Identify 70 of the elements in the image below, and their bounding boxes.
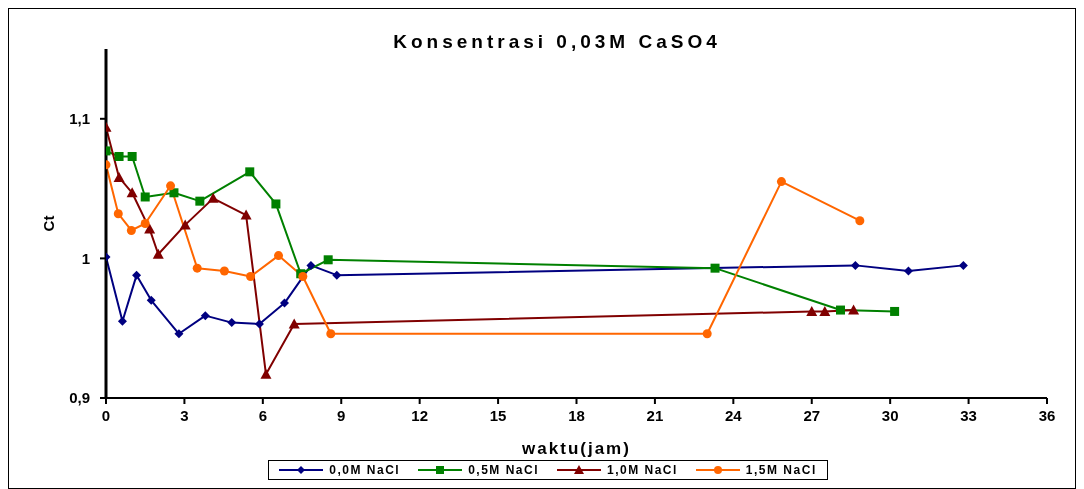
- point: [144, 223, 156, 234]
- y-tick-label: 0,9: [69, 389, 90, 407]
- point: [245, 167, 255, 177]
- point: [126, 225, 136, 235]
- point: [132, 270, 142, 280]
- point: [127, 151, 137, 161]
- point: [903, 266, 913, 276]
- x-tick-label: 21: [646, 406, 664, 424]
- point: [113, 209, 123, 219]
- x-tick-label: 3: [180, 406, 189, 424]
- point: [850, 260, 860, 270]
- point: [207, 192, 219, 203]
- x-tick-label: 9: [337, 406, 346, 424]
- point: [254, 319, 264, 329]
- point: [306, 260, 316, 270]
- legend-label: 0,0M NaCl: [328, 463, 401, 477]
- point: [126, 187, 138, 198]
- point: [806, 305, 818, 316]
- point: [323, 255, 333, 265]
- x-tick-label: 18: [568, 406, 585, 424]
- x-tick-label: 36: [1038, 406, 1056, 424]
- point: [332, 270, 342, 280]
- point: [117, 316, 127, 326]
- y-tick-label: 1: [81, 249, 90, 267]
- point: [113, 171, 125, 182]
- point: [702, 329, 712, 339]
- point: [140, 192, 150, 202]
- point: [114, 151, 124, 161]
- x-tick-label: 33: [960, 406, 977, 424]
- point: [848, 304, 860, 315]
- point: [152, 248, 164, 259]
- point: [227, 318, 237, 328]
- point: [274, 251, 284, 261]
- legend-label: 0,5M NaCl: [467, 463, 539, 477]
- point: [271, 199, 281, 209]
- point: [192, 263, 202, 273]
- x-tick-label: 12: [411, 406, 429, 424]
- point: [890, 306, 900, 316]
- point: [260, 368, 272, 379]
- point: [776, 177, 786, 187]
- x-tick-label: 15: [489, 406, 507, 424]
- y-axis-title: Ct: [40, 215, 58, 232]
- point: [179, 219, 191, 230]
- point: [240, 209, 252, 220]
- x-axis-title: waktu(jam): [521, 439, 631, 458]
- point: [146, 295, 156, 305]
- point: [174, 329, 184, 339]
- point: [710, 263, 720, 273]
- point: [836, 305, 845, 315]
- point: [200, 311, 210, 321]
- chart-title: Konsentrasi 0,03M CaSO4: [392, 31, 722, 53]
- point: [246, 272, 256, 282]
- x-tick-label: 24: [724, 406, 743, 424]
- x-tick-label: 6: [258, 406, 268, 424]
- point: [219, 266, 229, 276]
- x-tick-label: 27: [803, 406, 821, 424]
- point: [280, 298, 290, 308]
- legend-label: 1,5M NaCl: [744, 463, 817, 477]
- point: [326, 329, 336, 339]
- point: [855, 216, 865, 226]
- point: [958, 260, 968, 270]
- y-tick-label: 1,1: [69, 110, 90, 128]
- legend-label: 1,0M NaCl: [606, 463, 678, 477]
- x-tick-label: 30: [881, 406, 899, 424]
- point: [819, 305, 831, 316]
- point: [288, 318, 300, 329]
- point: [195, 196, 205, 206]
- point: [166, 181, 176, 191]
- point: [140, 219, 150, 228]
- x-tick-label: 0: [101, 406, 111, 424]
